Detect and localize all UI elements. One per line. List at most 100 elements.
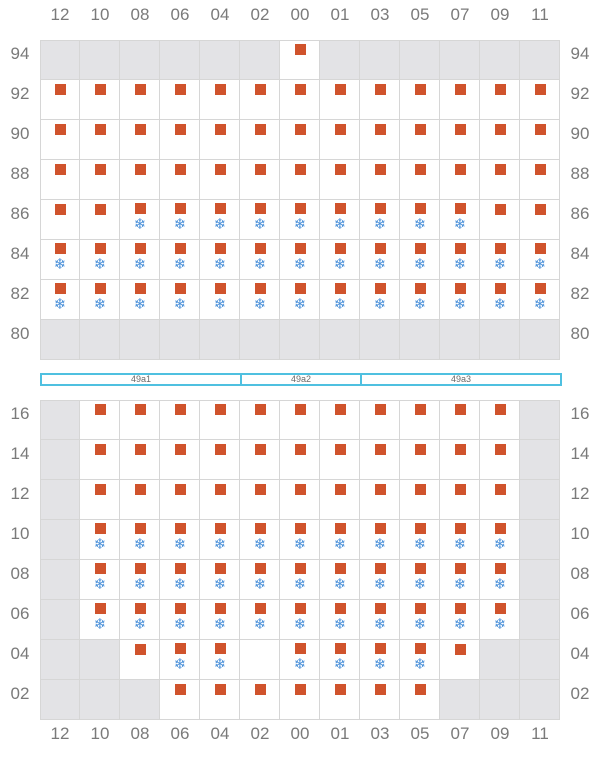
seat-cell[interactable]: ❄	[400, 200, 440, 240]
seat-cell[interactable]: ❄	[440, 520, 480, 560]
seat-cell[interactable]	[200, 680, 240, 720]
seat-cell[interactable]: ❄	[80, 600, 120, 640]
seat-cell[interactable]	[320, 680, 360, 720]
seat-cell[interactable]	[40, 80, 80, 120]
seat-cell[interactable]	[280, 440, 320, 480]
seat-cell[interactable]: ❄	[320, 200, 360, 240]
seat-cell[interactable]: ❄	[360, 520, 400, 560]
seat-cell[interactable]	[120, 440, 160, 480]
seat-cell[interactable]: ❄	[440, 200, 480, 240]
seat-cell[interactable]	[240, 480, 280, 520]
seat-cell[interactable]: ❄	[120, 200, 160, 240]
seat-cell[interactable]	[360, 400, 400, 440]
seat-cell[interactable]: ❄	[320, 520, 360, 560]
seat-cell[interactable]: ❄	[480, 520, 520, 560]
seat-cell[interactable]	[40, 200, 80, 240]
seat-cell[interactable]	[160, 400, 200, 440]
seat-cell[interactable]: ❄	[360, 600, 400, 640]
seat-cell[interactable]: ❄	[280, 640, 320, 680]
seat-cell[interactable]	[160, 440, 200, 480]
seat-cell[interactable]: ❄	[320, 280, 360, 320]
seat-cell[interactable]	[280, 160, 320, 200]
seat-cell[interactable]	[280, 400, 320, 440]
seat-cell[interactable]: ❄	[280, 520, 320, 560]
seat-cell[interactable]: ❄	[400, 640, 440, 680]
seat-cell[interactable]	[360, 440, 400, 480]
seat-cell[interactable]: ❄	[160, 600, 200, 640]
seat-cell[interactable]	[320, 440, 360, 480]
seat-cell[interactable]: ❄	[320, 600, 360, 640]
seat-cell[interactable]	[80, 120, 120, 160]
seat-cell[interactable]: ❄	[440, 280, 480, 320]
seat-cell[interactable]	[400, 400, 440, 440]
seat-cell[interactable]	[120, 480, 160, 520]
seat-cell[interactable]: ❄	[200, 600, 240, 640]
seat-cell[interactable]: ❄	[240, 600, 280, 640]
seat-cell[interactable]: ❄	[40, 280, 80, 320]
seat-cell[interactable]: ❄	[440, 560, 480, 600]
seat-cell[interactable]	[520, 160, 560, 200]
seat-cell[interactable]	[400, 440, 440, 480]
seat-cell[interactable]	[360, 160, 400, 200]
seat-cell[interactable]: ❄	[360, 640, 400, 680]
seat-cell[interactable]	[280, 80, 320, 120]
seat-cell[interactable]	[440, 160, 480, 200]
seat-cell[interactable]: ❄	[400, 280, 440, 320]
seat-cell[interactable]	[200, 160, 240, 200]
seat-cell[interactable]: ❄	[440, 600, 480, 640]
seat-cell[interactable]: ❄	[520, 240, 560, 280]
seat-cell[interactable]: ❄	[240, 240, 280, 280]
seat-cell[interactable]	[200, 80, 240, 120]
seat-cell[interactable]	[240, 400, 280, 440]
seat-cell[interactable]	[80, 200, 120, 240]
seat-cell[interactable]	[240, 680, 280, 720]
seat-cell[interactable]	[280, 680, 320, 720]
seat-cell[interactable]	[440, 440, 480, 480]
seat-cell[interactable]	[40, 160, 80, 200]
seat-cell[interactable]	[320, 480, 360, 520]
seat-cell[interactable]	[240, 80, 280, 120]
seat-cell[interactable]	[80, 480, 120, 520]
seat-cell[interactable]	[160, 480, 200, 520]
seat-cell[interactable]: ❄	[440, 240, 480, 280]
section-bar-49a3[interactable]: 49a3	[360, 373, 562, 386]
seat-cell[interactable]: ❄	[80, 520, 120, 560]
seat-cell[interactable]: ❄	[480, 600, 520, 640]
seat-cell[interactable]: ❄	[80, 240, 120, 280]
seat-cell[interactable]	[320, 400, 360, 440]
seat-cell[interactable]	[200, 120, 240, 160]
seat-cell[interactable]: ❄	[280, 560, 320, 600]
seat-cell[interactable]	[480, 200, 520, 240]
seat-cell[interactable]	[160, 160, 200, 200]
seat-cell[interactable]: ❄	[200, 240, 240, 280]
seat-cell[interactable]: ❄	[400, 240, 440, 280]
seat-cell[interactable]: ❄	[360, 240, 400, 280]
seat-cell[interactable]: ❄	[320, 640, 360, 680]
seat-cell[interactable]: ❄	[480, 240, 520, 280]
seat-cell[interactable]: ❄	[360, 200, 400, 240]
seat-cell[interactable]	[440, 400, 480, 440]
seat-cell[interactable]	[160, 120, 200, 160]
seat-cell[interactable]	[360, 80, 400, 120]
seat-cell[interactable]	[480, 400, 520, 440]
seat-cell[interactable]: ❄	[320, 240, 360, 280]
seat-cell[interactable]: ❄	[120, 560, 160, 600]
seat-cell[interactable]	[480, 80, 520, 120]
seat-cell[interactable]: ❄	[160, 640, 200, 680]
seat-cell[interactable]	[80, 160, 120, 200]
seat-cell[interactable]	[440, 80, 480, 120]
seat-cell[interactable]	[320, 80, 360, 120]
seat-cell[interactable]	[80, 80, 120, 120]
seat-cell[interactable]	[200, 400, 240, 440]
seat-cell[interactable]: ❄	[120, 520, 160, 560]
seat-cell[interactable]: ❄	[280, 280, 320, 320]
seat-cell[interactable]: ❄	[160, 520, 200, 560]
seat-cell[interactable]: ❄	[200, 280, 240, 320]
section-bar-49a2[interactable]: 49a2	[240, 373, 362, 386]
seat-cell[interactable]	[40, 120, 80, 160]
seat-cell[interactable]: ❄	[280, 240, 320, 280]
seat-cell[interactable]	[240, 160, 280, 200]
seat-cell[interactable]	[400, 80, 440, 120]
seat-cell[interactable]	[440, 480, 480, 520]
seat-cell[interactable]: ❄	[400, 560, 440, 600]
